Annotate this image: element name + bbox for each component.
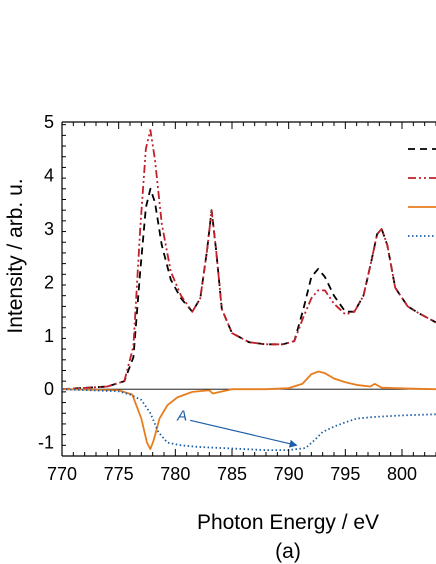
x-tick-label: 770 [47, 464, 77, 484]
x-tick-label: 795 [330, 464, 360, 484]
annotation: A [176, 407, 298, 448]
axis-ticks: 770 775 780 785 790 795 800 -1 0 1 2 3 4 5 [38, 112, 436, 484]
series-line-3 [62, 370, 436, 450]
y-tick-label: 0 [44, 379, 54, 399]
y-tick-label: 5 [44, 112, 54, 132]
series-line-1 [62, 187, 436, 391]
x-tick-label: 775 [104, 464, 134, 484]
series-line-4 [62, 388, 436, 452]
y-tick-label: 3 [44, 219, 54, 239]
axes-frame [61, 121, 436, 457]
x-tick-label: 780 [160, 464, 190, 484]
annotation-label: A [176, 407, 187, 424]
legend [408, 148, 436, 237]
figure-caption: (a) [275, 540, 301, 563]
series-line-2 [62, 129, 436, 391]
y-axis-label: Intensity / arb. u. [4, 178, 27, 333]
annotation-arrow [189, 419, 298, 448]
y-tick-label: 2 [44, 272, 54, 292]
x-tick-label: 790 [274, 464, 304, 484]
x-tick-label: 785 [217, 464, 247, 484]
plot-area [62, 129, 436, 452]
y-tick-label: 4 [44, 165, 54, 185]
y-tick-label: -1 [38, 433, 54, 453]
x-axis-label: Photon Energy / eV [197, 511, 379, 534]
x-tick-label: 800 [387, 464, 417, 484]
y-tick-label: 1 [44, 326, 54, 346]
